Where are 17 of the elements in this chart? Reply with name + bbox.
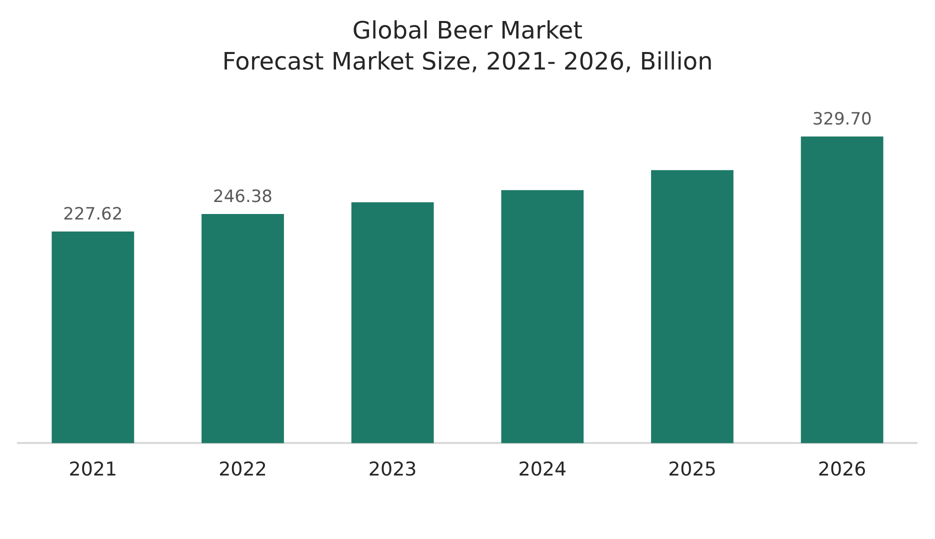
data-label: 246.38	[213, 186, 272, 207]
x-tick-label: 2022	[218, 458, 267, 481]
data-label: 227.62	[63, 204, 123, 224]
x-tick-label: 2025	[668, 458, 716, 481]
bar	[800, 136, 884, 444]
x-tick-label: 2023	[368, 458, 417, 481]
bar	[202, 214, 284, 444]
bar	[501, 190, 584, 444]
x-tick-label: 2024	[518, 458, 567, 481]
bar	[651, 170, 734, 444]
data-label: 329.70	[812, 109, 872, 130]
bar	[52, 231, 134, 444]
x-tick-label: 2026	[818, 458, 866, 481]
chart-title: Global Beer Market	[352, 16, 583, 45]
x-tick-label: 2021	[68, 458, 118, 481]
bar	[351, 202, 434, 444]
chart-subtitle: Forecast Market Size, 2021- 2026, Billion	[222, 47, 713, 76]
